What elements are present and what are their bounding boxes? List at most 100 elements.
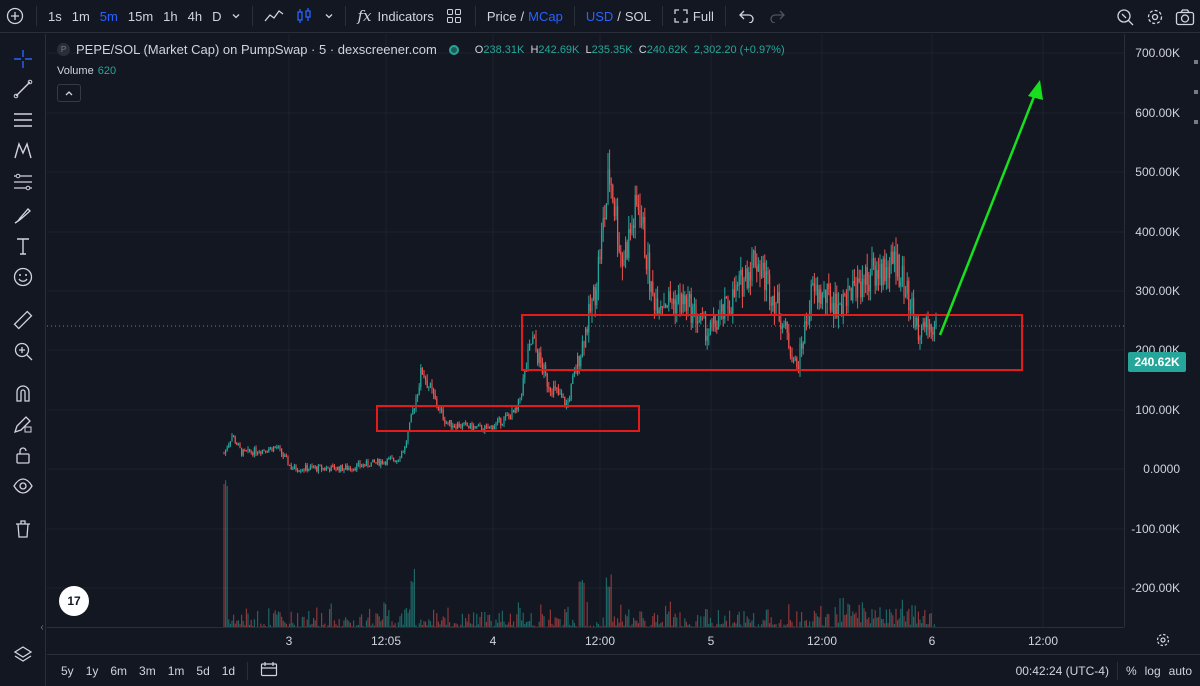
- range-6m[interactable]: 6m: [110, 663, 128, 678]
- candle-body: [397, 459, 399, 461]
- volume-bar: [722, 623, 724, 627]
- candle-body: [305, 465, 307, 471]
- horizontal-lines-tool[interactable]: [8, 105, 38, 135]
- candle-body: [650, 281, 652, 292]
- volume-bar: [849, 604, 851, 627]
- range-5d[interactable]: 5d: [196, 663, 210, 678]
- zoom-tool[interactable]: [8, 336, 38, 366]
- interval-1h[interactable]: 1h: [163, 8, 178, 24]
- settings-button[interactable]: [1140, 0, 1170, 33]
- volume-bar: [674, 613, 676, 627]
- range-5y[interactable]: 5y: [61, 663, 74, 678]
- price-mcap-toggle[interactable]: Price / MCap: [482, 0, 568, 33]
- text-tool[interactable]: [8, 231, 38, 261]
- clock-timezone[interactable]: 00:42:24 (UTC-4): [1015, 663, 1109, 678]
- candle-body: [481, 425, 483, 431]
- volume-bar: [642, 618, 644, 627]
- candle-body: [677, 293, 679, 302]
- fullscreen-button[interactable]: Full: [669, 0, 719, 33]
- volume-bar: [799, 621, 801, 627]
- scale-settings-button[interactable]: [1155, 632, 1171, 653]
- object-tree-button[interactable]: [8, 640, 38, 670]
- volume-bar: [575, 625, 577, 627]
- screenshot-button[interactable]: [1170, 0, 1200, 33]
- crosshair-tool[interactable]: [8, 44, 38, 74]
- candle-body: [316, 466, 318, 472]
- collapse-toolbar-button[interactable]: ‹: [40, 621, 44, 633]
- slash: /: [520, 8, 525, 24]
- undo-button[interactable]: [732, 0, 762, 33]
- go-to-date-button[interactable]: [254, 661, 284, 680]
- interval-1m[interactable]: 1m: [71, 8, 90, 24]
- candles-button[interactable]: [289, 0, 319, 33]
- templates-button[interactable]: [439, 0, 469, 33]
- trend-line-tool[interactable]: [8, 74, 38, 104]
- candle-body: [722, 304, 724, 319]
- candle-body: [252, 452, 254, 455]
- log-toggle[interactable]: log: [1144, 663, 1161, 678]
- collapse-legend-button[interactable]: [57, 84, 81, 102]
- interval-dropdown[interactable]: [226, 0, 246, 33]
- chart-type-dropdown[interactable]: [319, 0, 339, 33]
- price-chart[interactable]: [47, 34, 1124, 627]
- volume-bar: [709, 617, 711, 627]
- time-axis[interactable]: 3 12:05 4 12:00 5 12:00 6 12:00: [47, 627, 1170, 653]
- redo-button[interactable]: [762, 0, 792, 33]
- interval-1s[interactable]: 1s: [48, 8, 62, 24]
- candle-body: [449, 420, 451, 424]
- line-chart-button[interactable]: [259, 0, 289, 33]
- candle-body: [474, 426, 476, 428]
- volume-bar: [653, 612, 655, 627]
- remove-drawings-tool[interactable]: [8, 514, 38, 544]
- candle-body: [596, 289, 598, 306]
- chart-pane[interactable]: [47, 34, 1124, 627]
- candle-body: [433, 389, 435, 395]
- volume-bar: [801, 612, 803, 627]
- volume-bar: [637, 623, 639, 627]
- symbol-title[interactable]: PEPE/SOL (Market Cap) on PumpSwap · 5 · …: [76, 42, 437, 57]
- volume-bar: [909, 624, 911, 627]
- volume-bar: [313, 617, 315, 627]
- interval-4h[interactable]: 4h: [187, 8, 203, 24]
- range-1m[interactable]: 1m: [167, 663, 185, 678]
- camera-icon: [1175, 8, 1195, 25]
- price-axis[interactable]: 700.00K 600.00K 500.00K 400.00K 300.00K …: [1124, 34, 1200, 627]
- candle-body: [239, 444, 241, 448]
- percent-toggle[interactable]: %: [1125, 663, 1137, 678]
- right-scrollbar[interactable]: [1190, 34, 1200, 627]
- lock-tool[interactable]: [8, 440, 38, 470]
- ruler-tool[interactable]: [8, 305, 38, 335]
- add-symbol-button[interactable]: [0, 0, 30, 33]
- volume-bar: [274, 610, 276, 627]
- stay-drawing-tool[interactable]: [8, 409, 38, 439]
- candle-body: [293, 465, 295, 470]
- candle-body: [770, 303, 772, 306]
- fib-tool[interactable]: [8, 167, 38, 197]
- current-price-label: 240.62K: [1128, 352, 1186, 372]
- volume-bar: [679, 612, 681, 627]
- range-3m[interactable]: 3m: [139, 663, 156, 678]
- auto-toggle[interactable]: auto: [1168, 663, 1192, 678]
- interval-15m[interactable]: 15m: [127, 8, 154, 24]
- price-label: 600.00K: [1135, 106, 1180, 120]
- emoji-tool[interactable]: [8, 262, 38, 292]
- range-1y[interactable]: 1y: [85, 663, 99, 678]
- candle-body: [356, 464, 358, 471]
- pattern-tool[interactable]: [8, 136, 38, 166]
- currency-toggle[interactable]: USD / SOL: [581, 0, 656, 33]
- volume-bar: [252, 625, 254, 627]
- indicators-button[interactable]: fx Indicators: [352, 0, 438, 33]
- hide-tool[interactable]: [8, 471, 38, 501]
- range-1d[interactable]: 1d: [221, 663, 236, 678]
- volume-bar: [809, 621, 811, 627]
- candle-body: [333, 465, 335, 470]
- interval-5m[interactable]: 5m: [99, 8, 118, 24]
- volume-bar: [479, 616, 481, 627]
- magnet-tool[interactable]: [8, 378, 38, 408]
- volume-bar: [623, 625, 625, 627]
- volume-bar: [911, 605, 913, 627]
- brush-tool[interactable]: [8, 200, 38, 230]
- interval-d[interactable]: D: [212, 8, 222, 24]
- tradingview-logo[interactable]: 17: [59, 586, 89, 616]
- search-button[interactable]: [1110, 0, 1140, 33]
